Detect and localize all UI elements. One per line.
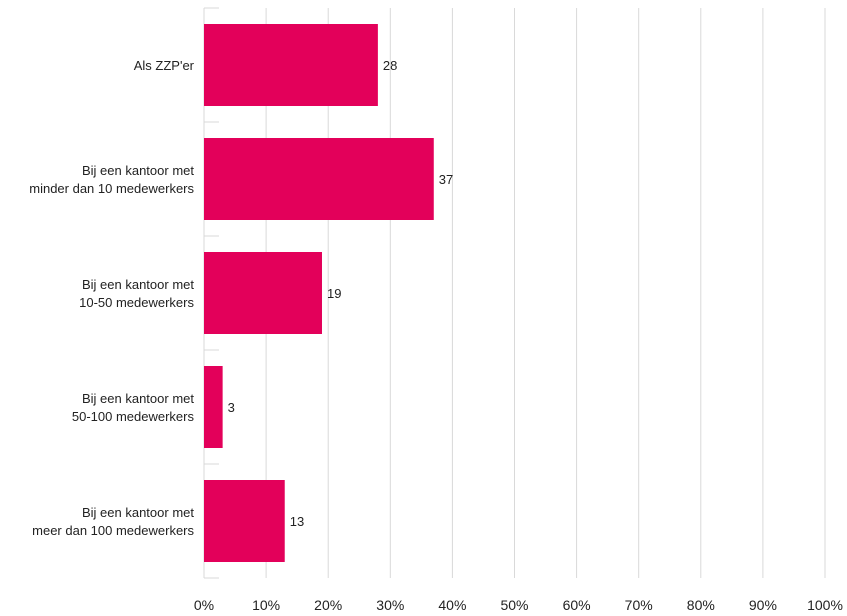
x-tick-label-70: 70% xyxy=(625,597,653,613)
category-label-1-line-1: minder dan 10 medewerkers xyxy=(29,181,194,196)
bars xyxy=(204,24,434,562)
x-tick-label-10: 10% xyxy=(252,597,280,613)
bar-3 xyxy=(204,366,223,448)
value-label-1: 37 xyxy=(439,172,453,187)
category-label-3-line-1: 50-100 medewerkers xyxy=(72,409,195,424)
category-label-3-line-0: Bij een kantoor met xyxy=(82,391,194,406)
x-tick-label-50: 50% xyxy=(500,597,528,613)
value-label-0: 28 xyxy=(383,58,397,73)
category-label-0-line-0: Als ZZP'er xyxy=(134,58,195,73)
value-label-4: 13 xyxy=(290,514,304,529)
bar-4 xyxy=(204,480,285,562)
category-label-4-line-0: Bij een kantoor met xyxy=(82,505,194,520)
bar-2 xyxy=(204,252,322,334)
category-label-2: Bij een kantoor met 10-50 medewerkers xyxy=(79,277,194,310)
category-label-4-line-1: meer dan 100 medewerkers xyxy=(32,523,194,538)
x-tick-label-30: 30% xyxy=(376,597,404,613)
x-tick-label-20: 20% xyxy=(314,597,342,613)
x-tick-label-0: 0% xyxy=(194,597,214,613)
category-label-1-line-0: Bij een kantoor met xyxy=(82,163,194,178)
category-label-3: Bij een kantoor met 50-100 medewerkers xyxy=(72,391,195,424)
category-label-4: Bij een kantoor met meer dan 100 medewerk… xyxy=(32,505,194,538)
bar-1 xyxy=(204,138,434,220)
x-tick-label-90: 90% xyxy=(749,597,777,613)
category-label-0: Als ZZP'er xyxy=(134,58,195,73)
x-tick-label-60: 60% xyxy=(563,597,591,613)
value-labels: 28 37 19 3 13 xyxy=(228,58,454,529)
value-label-2: 19 xyxy=(327,286,341,301)
x-tick-label-40: 40% xyxy=(438,597,466,613)
x-tick-label-80: 80% xyxy=(687,597,715,613)
category-labels: Als ZZP'er Bij een kantoor met minder dan … xyxy=(29,58,194,538)
category-label-2-line-1: 10-50 medewerkers xyxy=(79,295,194,310)
x-axis-tick-labels: 0% 10% 20% 30% 40% 50% 60% 70% 80% 90% 100% xyxy=(194,597,843,613)
x-tick-label-100: 100% xyxy=(807,597,843,613)
category-label-2-line-0: Bij een kantoor met xyxy=(82,277,194,292)
bar-0 xyxy=(204,24,378,106)
category-label-1: Bij een kantoor met minder dan 10 medewer… xyxy=(29,163,194,196)
value-label-3: 3 xyxy=(228,400,235,415)
